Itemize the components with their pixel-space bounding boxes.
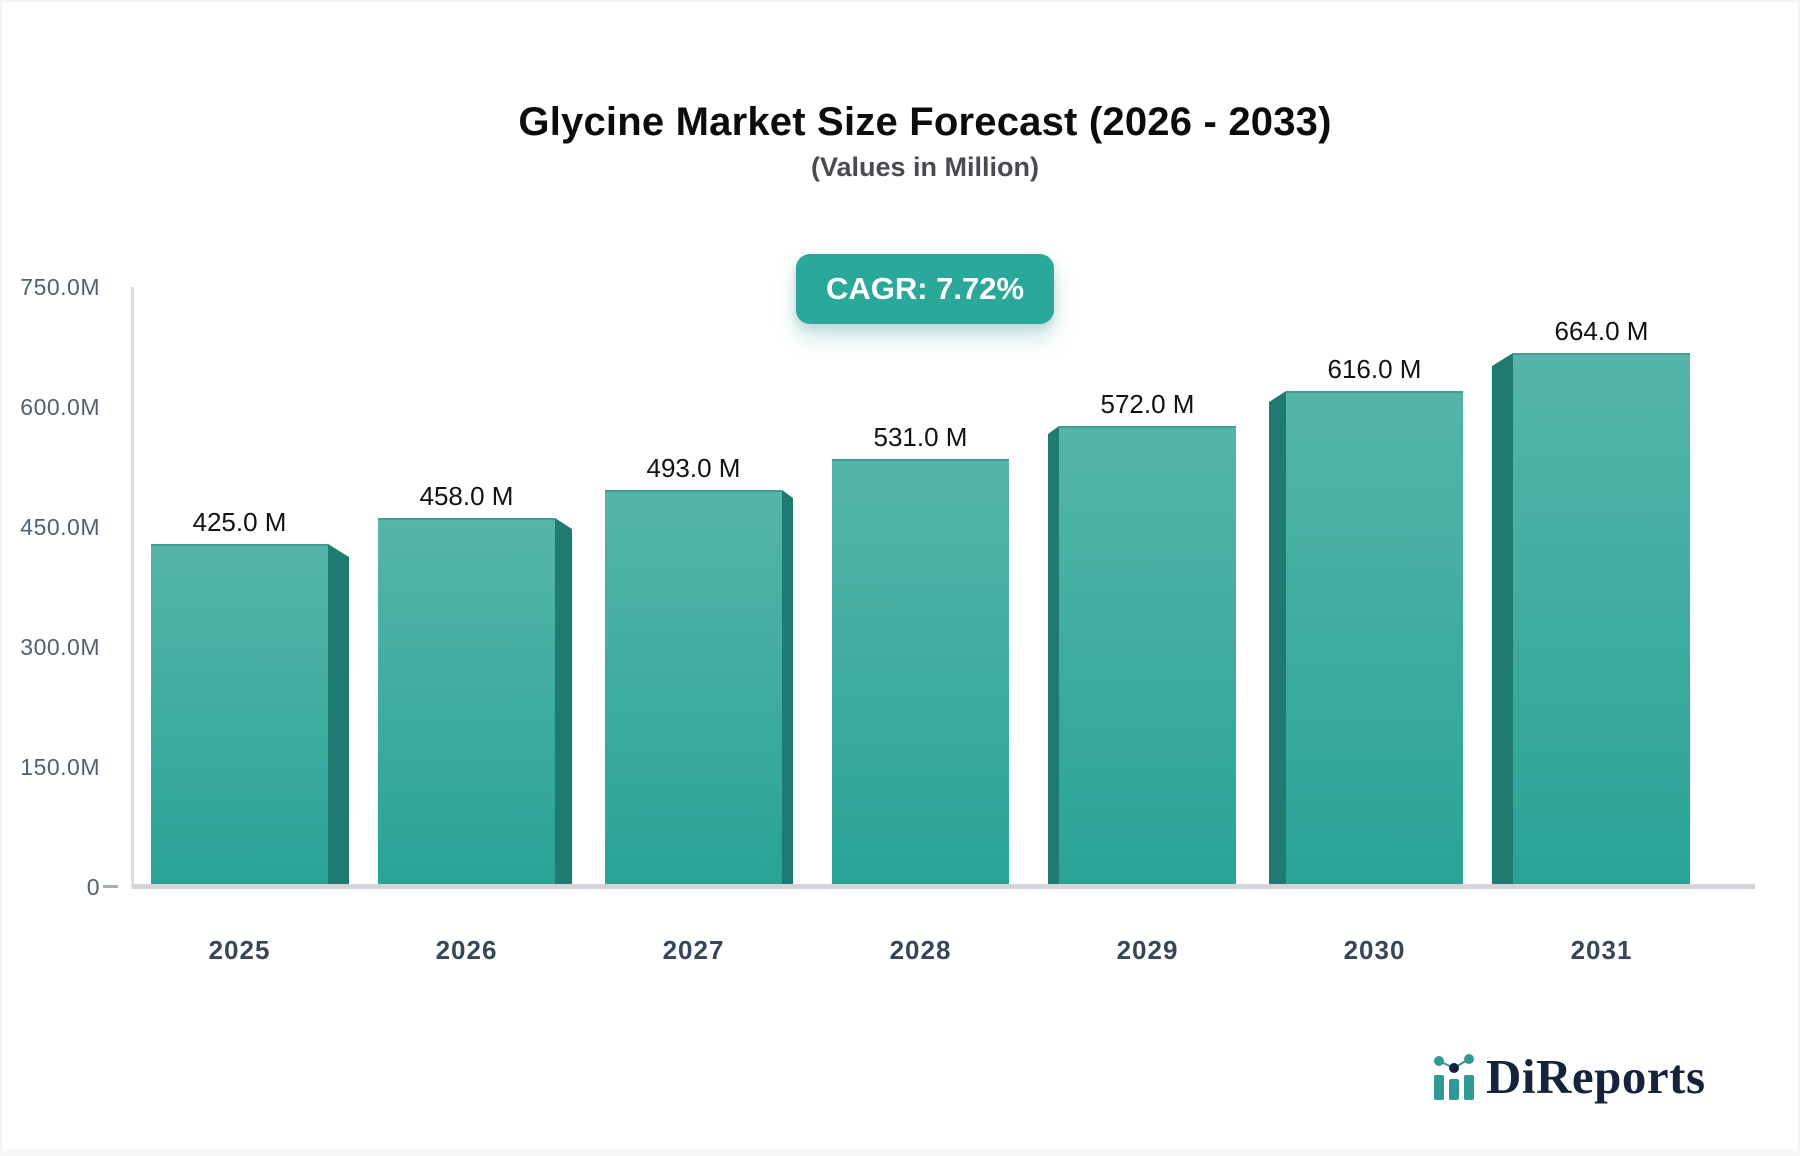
bar-2025[interactable] <box>151 544 328 884</box>
bar-3d-side <box>1269 391 1286 884</box>
bar-value-label: 531.0 M <box>873 422 968 452</box>
x-axis-line <box>133 884 1755 889</box>
x-axis-category-label: 2026 <box>435 935 498 965</box>
chart-subtitle: (Values in Million) <box>810 152 1040 182</box>
bar-2026[interactable] <box>378 518 555 884</box>
x-axis-category-label: 2027 <box>662 935 725 965</box>
bar-3d-side <box>555 518 572 884</box>
x-axis-category-label: 2029 <box>1116 935 1179 965</box>
bar-2029[interactable] <box>1059 426 1236 884</box>
y-axis-tick-label: 600.0M <box>20 394 100 420</box>
bar-3d-side <box>328 544 349 884</box>
direports-logo: DiReports <box>1432 1040 1706 1104</box>
chart-title: Glycine Market Size Forecast (2026 - 203… <box>518 100 1332 144</box>
bar-3d-side <box>1048 426 1059 884</box>
bar-value-label: 664.0 M <box>1554 316 1649 346</box>
bar-value-label: 425.0 M <box>192 507 287 537</box>
bar-2031[interactable] <box>1513 353 1690 884</box>
y-axis-tick-label: 150.0M <box>20 754 100 780</box>
bar-2027[interactable] <box>605 490 782 884</box>
bar-value-label: 458.0 M <box>419 481 514 511</box>
bar-line-chart-icon <box>1434 1054 1474 1100</box>
bar-3d-side <box>1492 353 1513 884</box>
y-axis-tick-label: 750.0M <box>20 274 100 300</box>
bar-value-label: 572.0 M <box>1100 389 1195 419</box>
y-axis-tick-label: 450.0M <box>20 514 100 540</box>
logo-text: DiReports <box>1486 1049 1706 1104</box>
cagr-badge: CAGR: 7.72% <box>795 254 1055 324</box>
x-axis-category-label: 2030 <box>1343 935 1406 965</box>
x-axis-category-label: 2025 <box>208 935 271 965</box>
x-axis-category-label: 2031 <box>1570 935 1633 965</box>
bar-2028[interactable] <box>832 459 1009 884</box>
bar-2030[interactable] <box>1286 391 1463 884</box>
bar-3d-side <box>782 490 793 884</box>
y-axis-tick-label: 300.0M <box>20 634 100 660</box>
x-axis-category-label: 2028 <box>889 935 952 965</box>
y-axis-line <box>131 287 134 889</box>
zero-tick-mark <box>103 885 118 888</box>
y-axis-tick-label: 0 <box>86 874 100 900</box>
bar-value-label: 493.0 M <box>646 453 741 483</box>
bar-value-label: 616.0 M <box>1327 354 1422 384</box>
